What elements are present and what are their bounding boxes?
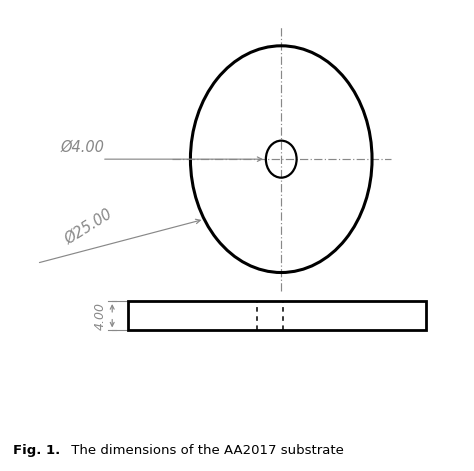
Text: Ø4.00: Ø4.00	[60, 140, 104, 155]
Text: The dimensions of the AA2017 substrate: The dimensions of the AA2017 substrate	[67, 444, 344, 457]
Text: Fig. 1.: Fig. 1.	[13, 444, 61, 457]
Text: 4.00: 4.00	[94, 302, 107, 330]
Bar	[128, 301, 426, 330]
Text: Ø25.00: Ø25.00	[63, 206, 115, 247]
